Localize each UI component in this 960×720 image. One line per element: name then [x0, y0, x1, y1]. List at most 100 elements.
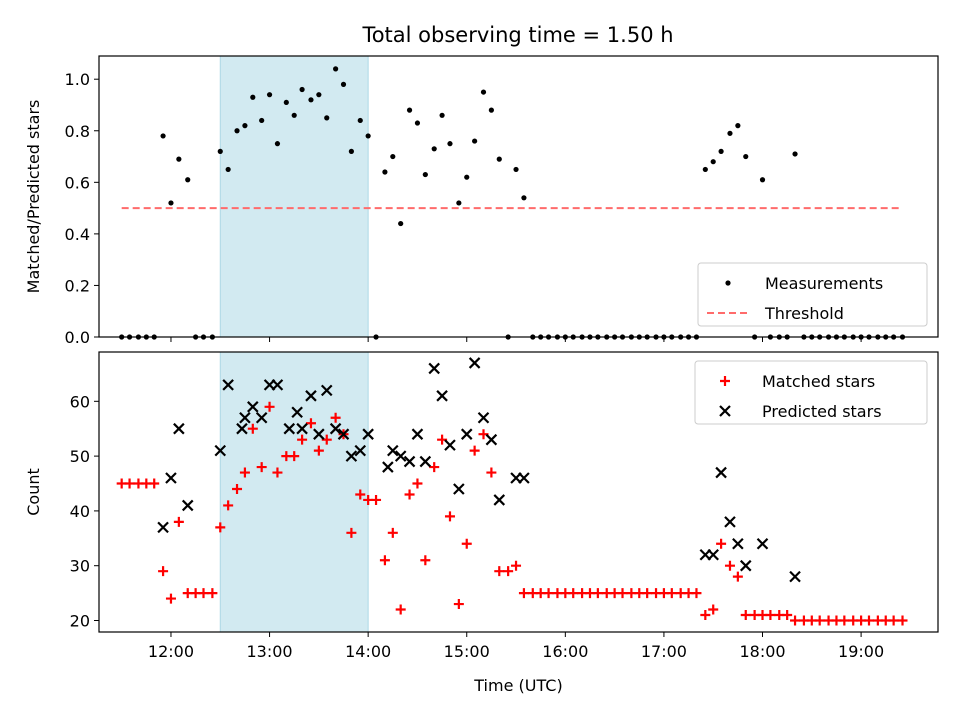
measurement-point	[759, 177, 766, 183]
axes-frame	[98, 351, 939, 633]
matched-star-point	[461, 538, 472, 549]
y-tick-label: 30	[70, 557, 90, 576]
predicted-star-point	[739, 559, 752, 572]
matched-star-point	[371, 494, 382, 505]
measurement-point	[259, 117, 265, 124]
matched-star-point	[453, 599, 464, 610]
measurement-point	[513, 166, 519, 173]
legend-label: Predicted stars	[762, 402, 882, 421]
matched-star-point	[223, 500, 234, 511]
predicted-star-point	[387, 444, 399, 457]
predicted-star-point	[419, 455, 432, 468]
measurement-point	[792, 151, 798, 157]
measurement-point	[283, 99, 289, 106]
y-axis-label: Count	[24, 468, 43, 516]
measurement-point	[390, 153, 396, 160]
matched-star-point	[518, 588, 529, 599]
predicted-star-point	[283, 422, 296, 435]
measurement-point	[439, 112, 445, 118]
predicted-star-point	[715, 466, 727, 479]
matched-star-point	[124, 478, 135, 489]
predicted-star-point	[305, 390, 317, 402]
matched-star-point	[814, 615, 825, 626]
matched-star-point	[888, 615, 899, 626]
predicted-star-point	[214, 444, 227, 457]
measurement-point	[365, 133, 371, 139]
legend-label: Measurements	[765, 274, 883, 293]
predicted-star-point	[313, 428, 325, 440]
matched-star-point	[387, 527, 398, 538]
matched-star-point	[215, 522, 226, 533]
y-axis-label: Matched/Predicted stars	[24, 100, 43, 294]
measurement-point	[348, 148, 354, 154]
measurement-point	[521, 195, 527, 201]
predicted-star-point	[165, 472, 177, 484]
observing-window-shade	[219, 351, 369, 633]
y-tick-label: 40	[70, 502, 90, 521]
matched-star-point	[782, 610, 793, 621]
measurement-point	[414, 120, 421, 126]
y-tick-label: 0.8	[65, 122, 90, 141]
measurement-point	[447, 141, 453, 147]
predicted-star-point	[477, 411, 490, 424]
y-tick-label: 60	[70, 392, 90, 411]
matched-star-point	[346, 527, 357, 538]
matched-star-point	[716, 538, 727, 549]
predicted-star-point	[296, 422, 308, 435]
predicted-star-point	[382, 461, 394, 473]
predicted-star-point	[460, 428, 473, 440]
legend-box	[697, 262, 928, 327]
measurement-point	[274, 141, 281, 147]
measurement-point	[160, 133, 166, 139]
predicted-star-point	[436, 390, 448, 402]
matched-star-point	[437, 434, 448, 445]
matched-star-point	[404, 489, 415, 500]
predicted-star-point	[789, 570, 801, 583]
predicted-star-point	[453, 483, 465, 495]
matched-star-point	[313, 445, 324, 456]
predicted-star-point	[444, 439, 456, 451]
measurement-point	[250, 94, 256, 100]
matched-star-point	[289, 451, 300, 462]
legend-x-icon	[719, 405, 731, 417]
legend-box	[694, 360, 928, 425]
predicted-star-point	[271, 379, 284, 391]
measurement-point	[735, 123, 741, 129]
matched-star-point	[264, 401, 275, 412]
x-tick-label: 15:00	[444, 642, 490, 661]
predicted-star-point	[181, 499, 194, 512]
predicted-star-point	[222, 379, 234, 391]
matched-star-point	[149, 478, 160, 489]
matched-star-point	[355, 489, 366, 500]
x-axis-label: Time (UTC)	[473, 676, 562, 695]
measurement-point	[710, 159, 716, 165]
measurement-point	[225, 166, 231, 173]
matched-star-point	[642, 588, 653, 599]
matched-star-point	[232, 483, 243, 494]
measurement-point	[382, 169, 388, 175]
matched-star-point	[429, 462, 440, 473]
measurement-point	[496, 156, 502, 162]
matched-star-point	[256, 462, 267, 473]
y-tick-label: 50	[70, 447, 90, 466]
legend-label: Threshold	[764, 304, 844, 323]
measurement-point	[168, 200, 174, 206]
matched-star-point	[321, 434, 332, 445]
legend: Measurements Threshold	[697, 262, 928, 327]
matched-star-point	[469, 445, 480, 456]
predicted-star-point	[247, 401, 259, 413]
matched-star-point	[790, 615, 801, 626]
legend-dot-icon	[725, 280, 731, 286]
y-tick-label: 0.4	[65, 225, 90, 244]
matched-star-point	[239, 467, 250, 478]
predicted-star-point	[468, 357, 481, 369]
measurement-point	[464, 174, 470, 180]
predicted-star-point	[345, 450, 358, 462]
top-panel: 0.0 0.2 0.4 0.6 0.8 1.0 Matched/Predicted star…	[24, 55, 939, 347]
matched-star-point	[617, 588, 628, 599]
matched-star-point	[444, 511, 455, 522]
predicted-star-point	[362, 428, 374, 440]
matched-star-point	[740, 610, 751, 621]
matched-star-point	[420, 555, 431, 566]
